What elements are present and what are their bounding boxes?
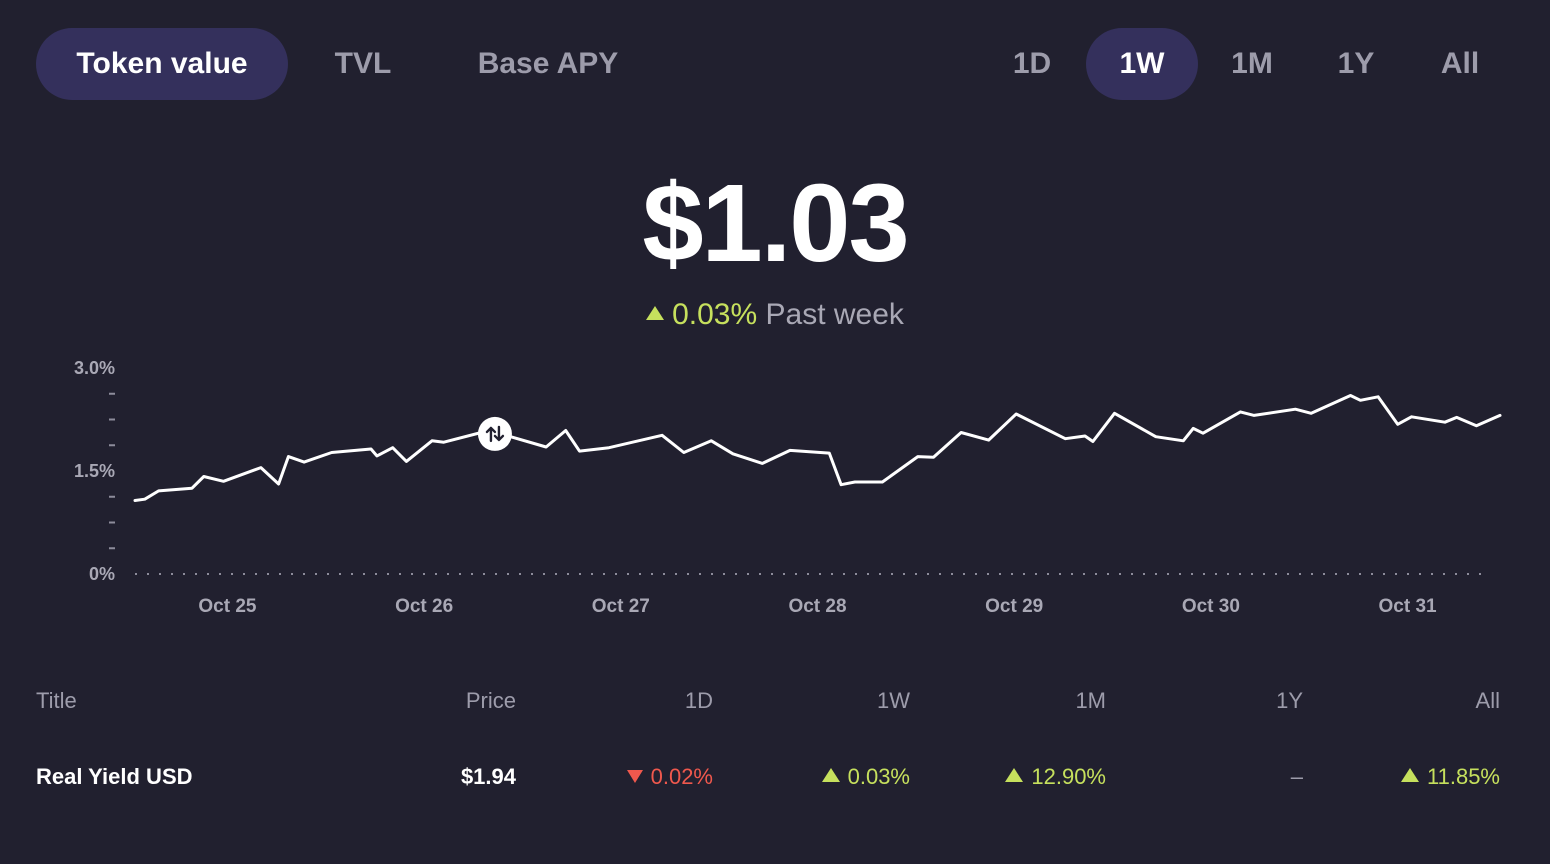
- change-1d-value: 0.02%: [650, 764, 713, 789]
- range-all-button[interactable]: All: [1440, 47, 1480, 80]
- column-1y: 1Y: [1276, 688, 1303, 713]
- token-value-chart: 3.0%1.5%0% Oct 25 Oct 26 Oct 27 Oct 28 Oct 2…: [74, 358, 1502, 617]
- y-tick-label: 1.5%: [74, 461, 115, 481]
- trend-up-icon: [646, 306, 665, 321]
- trend-up-icon: [1005, 768, 1024, 783]
- table-row[interactable]: Real Yield USD $1.94 0.02% 0.03% 12.90% …: [0, 764, 1550, 800]
- x-tick-label: Oct 26: [395, 596, 453, 617]
- x-tick-label: Oct 29: [985, 596, 1043, 617]
- x-tick-label: Oct 27: [592, 596, 650, 617]
- change-1w: 0.03%: [821, 764, 910, 790]
- range-1w-button[interactable]: 1W: [1086, 28, 1198, 100]
- change-1m: 12.90%: [1005, 764, 1106, 790]
- tab-base-apy[interactable]: Base APY: [477, 47, 619, 80]
- y-axis: 3.0% 1.5% 0%: [74, 358, 115, 584]
- marker-circle: [477, 416, 512, 451]
- change-1w-value: 0.03%: [847, 764, 910, 789]
- column-1d: 1D: [684, 688, 713, 713]
- trend-down-icon: [626, 769, 643, 783]
- x-axis: Oct 25 Oct 26 Oct 27 Oct 28 Oct 29 Oct 30 Oct …: [198, 596, 1437, 617]
- token-price: $1.94: [460, 764, 516, 789]
- rebalance-icon: [485, 425, 505, 443]
- arrow-up-shape: [485, 426, 497, 443]
- time-range-selector: 1D 1W 1M 1Y All: [982, 28, 1514, 100]
- x-tick-label: Oct 31: [1379, 596, 1438, 617]
- chart-marker: [477, 416, 512, 451]
- change-1m-value: 12.90%: [1031, 764, 1106, 789]
- token-value-display: $1.03: [642, 162, 909, 285]
- y-tick-label: 3.0%: [74, 358, 115, 378]
- change-all-value: 11.85%: [1427, 764, 1500, 789]
- column-price: Price: [465, 688, 516, 713]
- value-change-percent: 0.03%: [672, 298, 758, 331]
- column-1w: 1W: [877, 688, 910, 713]
- range-1m-button[interactable]: 1M: [1231, 47, 1273, 80]
- value-change-summary: 0.03% Past week: [0, 298, 1550, 332]
- trend-up-icon: [821, 768, 840, 783]
- trend-up-icon: [1401, 768, 1420, 783]
- x-tick-label: Oct 25: [198, 596, 257, 617]
- table-header: Title Price 1D 1W 1M 1Y All: [0, 688, 1550, 720]
- value-change-period: Past week: [765, 298, 904, 331]
- token-title: Real Yield USD: [36, 764, 193, 789]
- tab-tvl[interactable]: TVL: [334, 47, 392, 80]
- metric-tabs: Token value TVL Base APY: [36, 28, 658, 100]
- column-title: Title: [36, 688, 77, 713]
- plot-area: [133, 394, 1502, 575]
- column-1m: 1M: [1075, 688, 1106, 713]
- change-all: 11.85%: [1401, 764, 1500, 790]
- change-1d: 0.02%: [626, 764, 713, 790]
- column-all: All: [1475, 688, 1500, 713]
- y-tick-label: 0%: [89, 564, 115, 584]
- change-1y: –: [1290, 764, 1303, 789]
- tab-token-value[interactable]: Token value: [36, 28, 288, 100]
- arrow-down-shape: [493, 425, 505, 442]
- series-line: [133, 394, 1502, 502]
- x-tick-label: Oct 28: [788, 596, 846, 617]
- range-1d-button[interactable]: 1D: [1012, 47, 1052, 80]
- x-tick-label: Oct 30: [1182, 596, 1240, 617]
- range-1y-button[interactable]: 1Y: [1337, 47, 1375, 80]
